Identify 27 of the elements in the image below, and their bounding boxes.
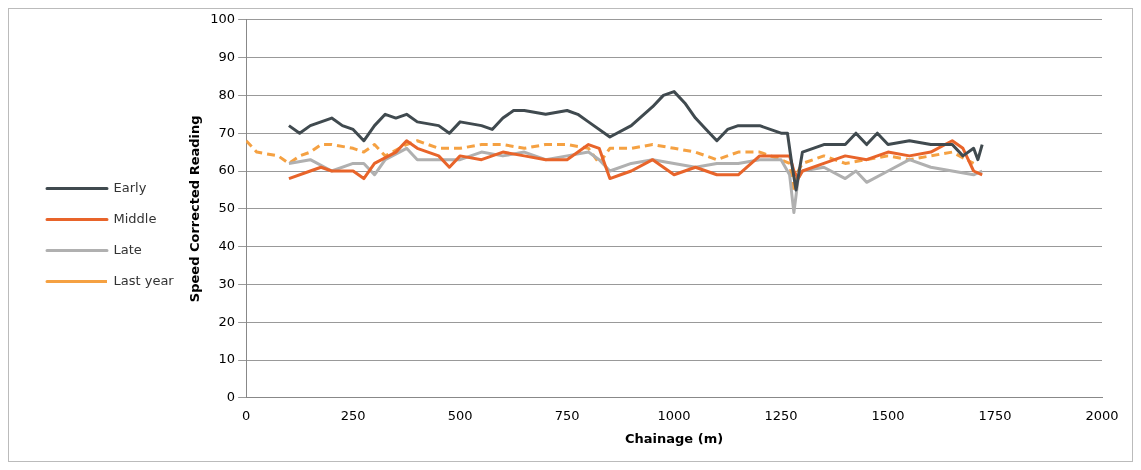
y-tick-label: 50 xyxy=(218,200,236,216)
x-tick-label: 500 xyxy=(447,407,473,423)
y-tick-label: 0 xyxy=(226,389,236,405)
line-series xyxy=(246,139,976,192)
x-tick-label: 2000 xyxy=(1085,407,1119,423)
x-tick-label: 1500 xyxy=(871,407,905,423)
y-tick-label: 80 xyxy=(218,86,236,102)
y-tick-label: 90 xyxy=(218,48,236,64)
x-tick-label: 0 xyxy=(241,407,251,423)
x-tick-label: 250 xyxy=(340,407,366,423)
y-tick-label: 10 xyxy=(218,351,236,367)
legend-label: Early xyxy=(113,179,147,195)
y-tick-label: 30 xyxy=(218,275,236,291)
legend-label: Middle xyxy=(113,210,157,226)
y-tick-label: 70 xyxy=(218,124,236,140)
y-tick-label: 40 xyxy=(218,237,236,253)
x-tick-label: 1750 xyxy=(978,407,1012,423)
x-tick-label: 1250 xyxy=(764,407,798,423)
y-tick-label: 20 xyxy=(218,313,236,329)
x-tick-label: 750 xyxy=(554,407,580,423)
x-tick-label: 1000 xyxy=(657,407,691,423)
y-axis-title: Speed Corrected Reading xyxy=(186,115,202,303)
legend-label: Last year xyxy=(113,272,175,288)
y-tick-label: 60 xyxy=(218,162,236,178)
x-axis-title: Chainage (m) xyxy=(624,430,724,446)
legend-label: Late xyxy=(113,241,142,257)
y-tick-label: 100 xyxy=(210,11,236,27)
